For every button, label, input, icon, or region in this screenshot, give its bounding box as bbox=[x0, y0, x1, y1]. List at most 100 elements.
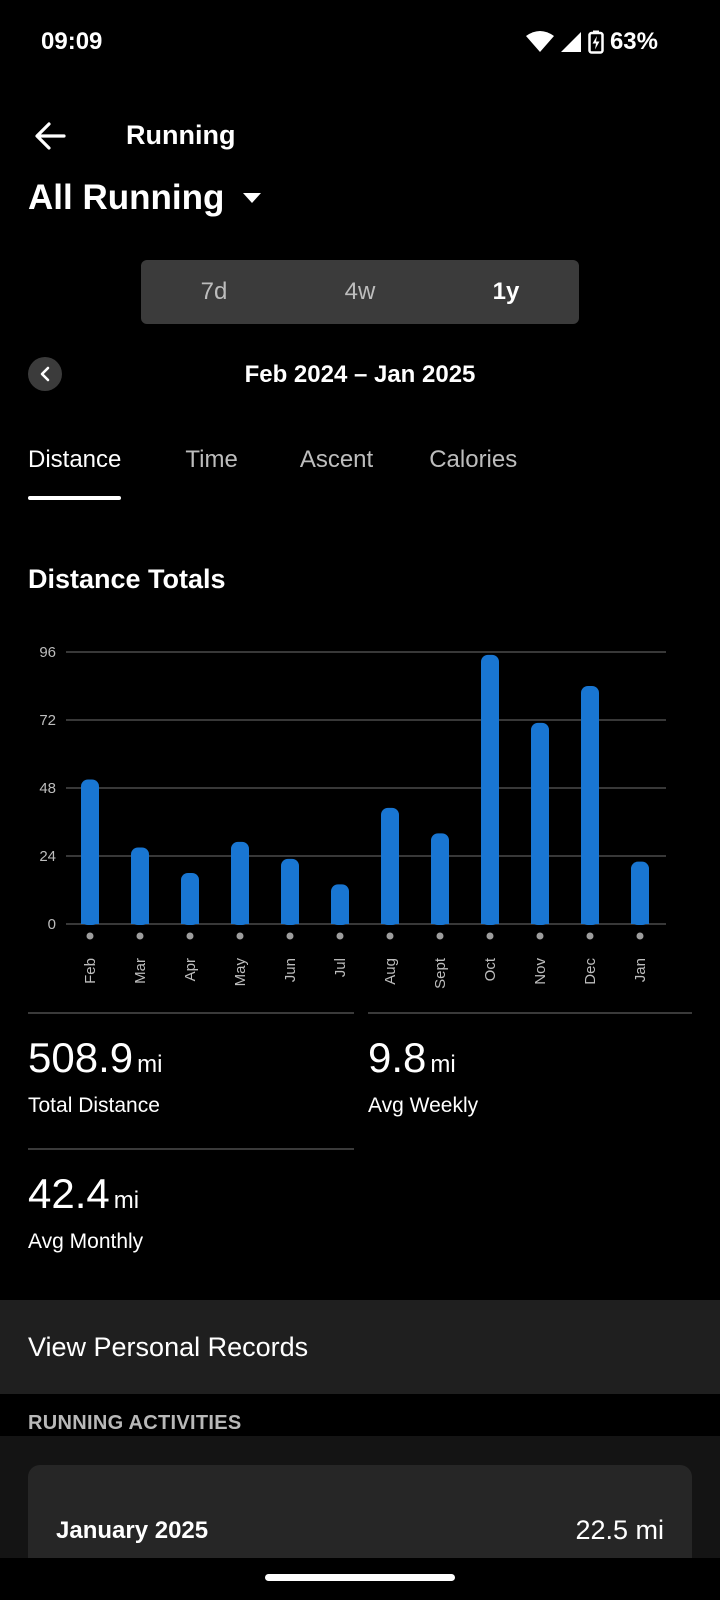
x-tick-dot bbox=[586, 932, 594, 940]
tab-time[interactable]: Time bbox=[185, 446, 238, 473]
range-toggle: 7d 4w 1y bbox=[141, 260, 579, 324]
metric-tabs: Distance Time Ascent Calories bbox=[28, 446, 517, 500]
view-personal-records-button[interactable]: View Personal Records bbox=[0, 1300, 720, 1394]
tab-calories[interactable]: Calories bbox=[429, 446, 518, 473]
period-label: Feb 2024 – Jan 2025 bbox=[244, 361, 476, 388]
x-tick-label: Jun bbox=[282, 958, 299, 982]
bar-oct[interactable] bbox=[481, 654, 499, 925]
x-tick-label: Nov bbox=[532, 958, 549, 985]
status-bar: 09:09 63% bbox=[0, 0, 720, 84]
y-tick-label: 48 bbox=[39, 780, 56, 797]
y-tick-label: 24 bbox=[39, 848, 56, 865]
stat-divider bbox=[28, 1148, 354, 1150]
app-header: Running bbox=[0, 108, 720, 164]
x-tick-dot bbox=[436, 932, 444, 940]
page-title: Running bbox=[126, 120, 236, 150]
x-tick-label: Sept bbox=[432, 957, 449, 989]
previous-period-button[interactable] bbox=[28, 357, 62, 391]
x-tick-label: Aug bbox=[382, 958, 399, 985]
stat-label: Total Distance bbox=[28, 1094, 160, 1117]
bar-base bbox=[381, 916, 399, 924]
bar-jan[interactable] bbox=[631, 861, 649, 925]
bar-jul[interactable] bbox=[331, 884, 349, 925]
bar-base bbox=[131, 916, 149, 924]
bar-may[interactable] bbox=[231, 841, 249, 925]
system-nav-bar bbox=[0, 1558, 720, 1600]
battery-level: 63% bbox=[609, 28, 658, 55]
bar-base bbox=[181, 916, 199, 924]
y-tick-label: 72 bbox=[39, 712, 56, 729]
tab-ascent[interactable]: Ascent bbox=[299, 446, 374, 473]
home-indicator[interactable] bbox=[265, 1574, 455, 1581]
stat-unit: mi bbox=[430, 1051, 456, 1078]
bar-sept[interactable] bbox=[431, 833, 449, 925]
bar-base bbox=[631, 916, 649, 924]
x-tick-dot bbox=[286, 932, 294, 940]
bar-jun[interactable] bbox=[281, 858, 299, 925]
chevron-left-icon bbox=[40, 366, 50, 382]
bar-base bbox=[231, 916, 249, 924]
bar-base bbox=[481, 916, 499, 924]
caret-down-icon bbox=[243, 193, 262, 203]
stat-value: 42.4 bbox=[28, 1170, 110, 1217]
activity-filter-dropdown[interactable]: All Running bbox=[28, 178, 262, 218]
x-tick-dot bbox=[336, 932, 344, 940]
stat-unit: mi bbox=[137, 1051, 163, 1078]
bar-base bbox=[331, 916, 349, 924]
stat-unit: mi bbox=[113, 1187, 140, 1214]
status-icons: 63% bbox=[525, 28, 658, 56]
stat-label: Avg Monthly bbox=[28, 1230, 144, 1253]
bar-base bbox=[531, 916, 549, 924]
range-option-1y[interactable]: 1y bbox=[492, 278, 520, 305]
chart-section-title: Distance Totals bbox=[28, 564, 226, 594]
x-tick-dot bbox=[486, 932, 494, 940]
y-tick-label: 96 bbox=[39, 644, 56, 661]
cellular-signal-icon bbox=[560, 31, 582, 53]
x-tick-label: Oct bbox=[482, 957, 499, 981]
bar-base bbox=[81, 916, 99, 924]
records-label: View Personal Records bbox=[28, 1331, 309, 1362]
x-tick-dot bbox=[86, 932, 94, 940]
activities-section-header: RUNNING ACTIVITIES bbox=[28, 1412, 242, 1434]
x-tick-dot bbox=[186, 932, 194, 940]
x-tick-label: Jul bbox=[332, 958, 349, 977]
status-time: 09:09 bbox=[41, 28, 103, 55]
tab-distance[interactable]: Distance bbox=[28, 446, 122, 500]
range-option-4w[interactable]: 4w bbox=[344, 278, 376, 305]
x-tick-dot bbox=[636, 932, 644, 940]
stat-total-distance: 508.9 mi Total Distance bbox=[28, 1034, 162, 1118]
month-total-distance: 22.5 mi bbox=[575, 1515, 664, 1545]
stat-value: 508.9 bbox=[28, 1034, 134, 1081]
bar-feb[interactable] bbox=[81, 779, 99, 926]
wifi-icon bbox=[525, 31, 554, 53]
x-tick-label: Mar bbox=[132, 958, 149, 984]
y-tick-label: 0 bbox=[48, 916, 56, 933]
battery-charging-icon bbox=[588, 30, 604, 54]
x-tick-dot bbox=[236, 932, 244, 940]
stat-avg-monthly: 42.4 mi Avg Monthly bbox=[28, 1170, 143, 1254]
bar-aug[interactable] bbox=[381, 807, 399, 925]
x-tick-label: Dec bbox=[582, 958, 599, 985]
bar-nov[interactable] bbox=[531, 722, 549, 925]
back-button[interactable] bbox=[28, 114, 72, 158]
x-tick-dot bbox=[536, 932, 544, 940]
period-navigator: Feb 2024 – Jan 2025 bbox=[0, 355, 720, 395]
bar-base bbox=[281, 916, 299, 924]
back-arrow-icon bbox=[35, 122, 66, 150]
x-tick-label: Apr bbox=[182, 958, 199, 981]
bar-base bbox=[581, 916, 599, 924]
x-tick-dot bbox=[386, 932, 394, 940]
stat-label: Avg Weekly bbox=[368, 1094, 479, 1117]
bar-apr[interactable] bbox=[181, 873, 199, 925]
x-tick-label: Feb bbox=[82, 958, 99, 984]
range-option-7d[interactable]: 7d bbox=[200, 278, 228, 305]
stat-avg-weekly: 9.8 mi Avg Weekly bbox=[368, 1034, 478, 1118]
x-tick-label: May bbox=[232, 958, 249, 987]
activity-filter-label: All Running bbox=[28, 178, 225, 217]
bar-dec[interactable] bbox=[581, 686, 599, 925]
month-name: January 2025 bbox=[56, 1517, 209, 1544]
x-tick-dot bbox=[136, 932, 144, 940]
x-tick-label: Jan bbox=[632, 958, 649, 982]
bar-mar[interactable] bbox=[131, 847, 149, 926]
stat-value: 9.8 bbox=[368, 1034, 427, 1081]
